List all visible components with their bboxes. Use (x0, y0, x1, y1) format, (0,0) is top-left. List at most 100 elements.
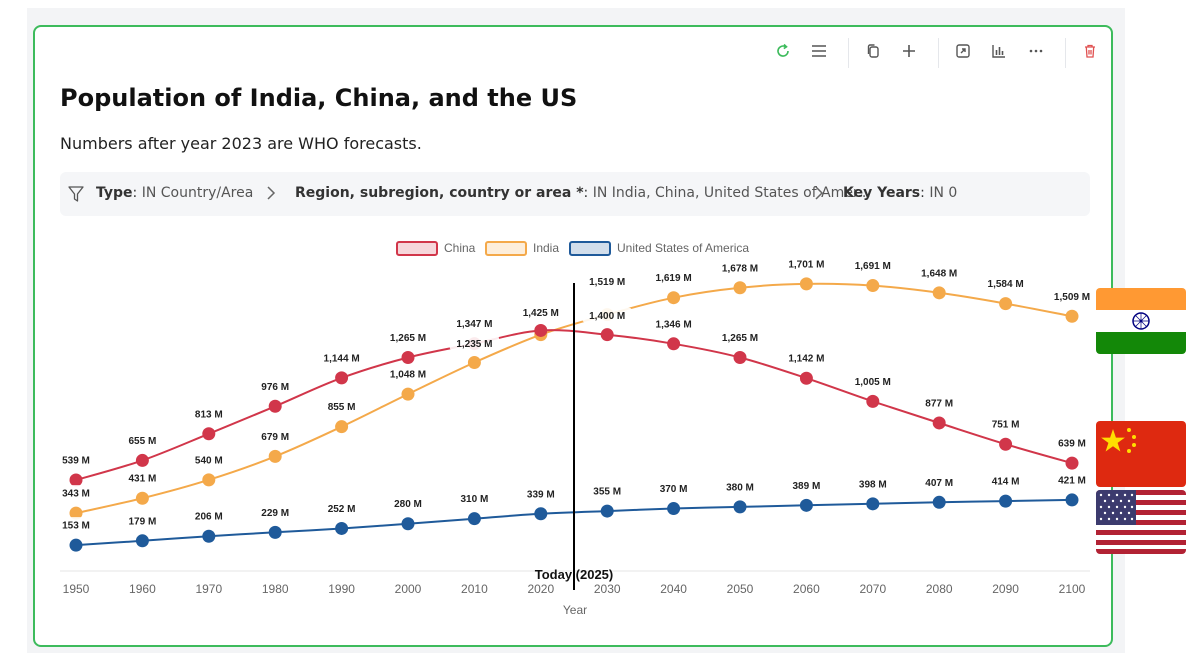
svg-text:539 M: 539 M (62, 456, 90, 467)
chart-icon[interactable] (986, 38, 1012, 64)
svg-text:380 M: 380 M (726, 482, 754, 493)
data-point-1-12[interactable] (866, 279, 880, 293)
data-point-2-15[interactable] (1065, 493, 1079, 507)
data-point-2-11[interactable] (799, 498, 813, 512)
svg-text:398 M: 398 M (859, 479, 887, 490)
expand-icon[interactable] (950, 38, 976, 64)
data-point-2-2[interactable] (202, 529, 216, 543)
menu-icon[interactable] (806, 38, 832, 64)
data-label-2-2: 206 M (190, 508, 228, 524)
svg-text:540 M: 540 M (195, 455, 223, 466)
data-point-2-12[interactable] (866, 497, 880, 511)
toolbar-divider (938, 38, 939, 68)
data-label-1-4: 855 M (322, 398, 361, 414)
add-icon[interactable] (896, 38, 922, 64)
data-point-1-2[interactable] (202, 473, 216, 487)
legend-swatch-0[interactable] (396, 241, 438, 256)
data-point-0-0[interactable] (69, 473, 83, 487)
x-tick-label: 1970 (195, 582, 222, 596)
x-tick-label: 2070 (859, 582, 886, 596)
data-point-0-14[interactable] (999, 437, 1013, 451)
legend-label-2[interactable]: United States of America (617, 241, 749, 255)
svg-text:252 M: 252 M (328, 504, 356, 515)
data-point-0-4[interactable] (335, 371, 349, 385)
data-point-1-9[interactable] (667, 291, 681, 305)
data-point-2-6[interactable] (467, 512, 481, 526)
svg-text:1,619 M: 1,619 M (656, 273, 692, 284)
data-label-1-1: 431 M (123, 470, 162, 486)
data-point-1-1[interactable] (135, 491, 149, 505)
svg-text:679 M: 679 M (261, 432, 289, 443)
data-point-2-3[interactable] (268, 525, 282, 539)
chevron-right-icon (815, 186, 824, 200)
data-point-2-14[interactable] (999, 494, 1013, 508)
data-label-1-6: 1,235 M (449, 335, 500, 351)
data-point-1-14[interactable] (999, 297, 1013, 311)
data-point-2-1[interactable] (135, 534, 149, 548)
svg-text:153 M: 153 M (62, 521, 90, 532)
delete-icon[interactable] (1077, 38, 1103, 64)
data-point-0-7[interactable] (534, 323, 548, 337)
data-point-1-3[interactable] (268, 449, 282, 463)
chevron-right-icon (267, 186, 276, 200)
data-point-0-5[interactable] (401, 350, 415, 364)
svg-text:1,144 M: 1,144 M (324, 353, 360, 364)
data-point-2-13[interactable] (932, 495, 946, 509)
data-point-2-0[interactable] (69, 538, 83, 552)
data-point-0-9[interactable] (667, 337, 681, 351)
svg-text:1,400 M: 1,400 M (589, 311, 625, 322)
data-point-1-0[interactable] (69, 506, 83, 520)
data-label-1-15: 1,509 M (1047, 288, 1097, 304)
data-point-1-6[interactable] (467, 356, 481, 370)
data-label-1-5: 1,048 M (383, 366, 433, 382)
legend-swatch-1[interactable] (485, 241, 527, 256)
data-point-0-8[interactable] (600, 328, 614, 342)
data-point-1-5[interactable] (401, 387, 415, 401)
data-point-2-4[interactable] (335, 521, 349, 535)
data-point-2-8[interactable] (600, 504, 614, 518)
data-point-1-10[interactable] (733, 281, 747, 295)
data-point-2-5[interactable] (401, 517, 415, 531)
data-point-1-11[interactable] (799, 277, 813, 291)
filter-icon[interactable] (68, 185, 84, 203)
svg-text:310 M: 310 M (461, 494, 489, 505)
data-label-0-4: 1,144 M (316, 349, 367, 365)
chart-legend: China India United States of America (396, 241, 749, 256)
data-label-2-6: 310 M (455, 490, 494, 506)
filter-type[interactable]: Type: IN Country/Area (96, 185, 254, 201)
data-label-0-6: 1,347 M (449, 315, 500, 331)
filter-key-years[interactable]: Key Years: IN 0 (843, 185, 958, 201)
toolbar-divider (848, 38, 849, 68)
copy-icon[interactable] (860, 38, 886, 64)
legend-label-0[interactable]: China (444, 241, 476, 255)
data-point-0-12[interactable] (866, 394, 880, 408)
x-tick-label: 2040 (660, 582, 687, 596)
svg-text:407 M: 407 M (925, 478, 953, 489)
data-point-0-11[interactable] (799, 371, 813, 385)
data-point-2-7[interactable] (534, 507, 548, 521)
legend-swatch-2[interactable] (569, 241, 611, 256)
data-point-0-13[interactable] (932, 416, 946, 430)
svg-text:206 M: 206 M (195, 512, 223, 523)
data-point-0-10[interactable] (733, 350, 747, 364)
refresh-icon[interactable] (770, 38, 796, 64)
data-label-1-8: 1,519 M (582, 273, 632, 289)
data-label-2-8: 355 M (588, 483, 626, 499)
data-point-1-4[interactable] (335, 420, 349, 434)
legend-label-1[interactable]: India (533, 241, 559, 255)
svg-text:813 M: 813 M (195, 409, 223, 420)
more-icon[interactable] (1023, 38, 1049, 64)
data-point-2-10[interactable] (733, 500, 747, 514)
data-point-2-9[interactable] (667, 502, 681, 516)
data-point-0-3[interactable] (268, 399, 282, 413)
data-point-0-15[interactable] (1065, 456, 1079, 470)
x-axis-title: Year (563, 603, 587, 617)
svg-text:1,005 M: 1,005 M (855, 377, 891, 388)
svg-text:877 M: 877 M (925, 398, 953, 409)
data-point-1-13[interactable] (932, 286, 946, 300)
data-point-0-1[interactable] (135, 453, 149, 467)
data-point-0-2[interactable] (202, 427, 216, 441)
svg-text:343 M: 343 M (62, 489, 90, 500)
data-point-1-15[interactable] (1065, 309, 1079, 323)
filter-region[interactable]: Region, subregion, country or area *: IN… (295, 185, 871, 201)
